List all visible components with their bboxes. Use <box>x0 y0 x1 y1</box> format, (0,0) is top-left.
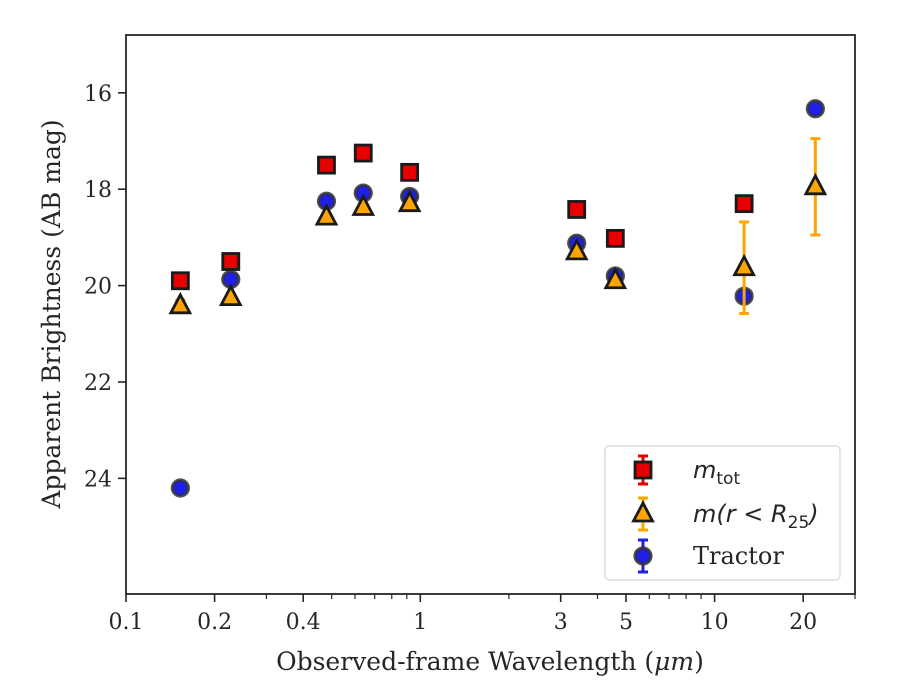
y-tick-label: 22 <box>84 371 112 396</box>
data-point-square <box>317 155 336 175</box>
y-tick-label: 16 <box>84 82 112 107</box>
x-tick-label: 3 <box>554 610 568 635</box>
x-tick-label: 20 <box>789 610 817 635</box>
data-point-square <box>400 162 420 182</box>
legend-marker-circle <box>633 546 653 566</box>
x-tick-label: 10 <box>701 610 729 635</box>
legend-label: m(r < R25) <box>693 500 819 533</box>
x-tick-label: 5 <box>619 610 633 635</box>
x-axis-label: Observed-frame Wavelength (μm) <box>276 647 704 676</box>
x-tick-label: 0.1 <box>109 610 144 635</box>
plot-marks <box>168 99 828 498</box>
legend-frame <box>604 445 841 581</box>
data-point-triangle <box>603 266 628 290</box>
y-tick-label: 20 <box>84 275 112 300</box>
data-point-triangle <box>168 291 193 315</box>
data-point-triangle <box>564 237 589 261</box>
series-triangle <box>168 137 828 316</box>
y-axis-label: Apparent Brightness (AB mag) <box>37 119 66 509</box>
data-point-square <box>170 271 190 291</box>
data-point-circle <box>805 99 825 119</box>
data-point-square <box>605 228 625 248</box>
data-point-triangle <box>314 203 339 226</box>
axis-ticks: 0.1 0.2 0.4 1 3 5 10 20 16 18 20 22 24 <box>84 82 856 635</box>
legend-marker-square <box>633 460 653 480</box>
plot-frame <box>125 34 856 595</box>
data-point-triangle <box>397 189 422 213</box>
data-point-circle <box>170 478 190 498</box>
x-tick-label: 0.4 <box>286 610 321 635</box>
legend-label: mtot <box>693 456 740 489</box>
data-point-square <box>567 200 587 219</box>
legend-marker-triangle <box>631 500 655 523</box>
x-tick-label: 1 <box>413 610 427 635</box>
y-tick-label: 24 <box>84 467 112 492</box>
legend-label: Tractor <box>693 542 784 570</box>
data-point-triangle <box>351 193 376 216</box>
data-point-triangle <box>803 172 828 196</box>
data-point-triangle <box>732 253 756 277</box>
legend: mtot m(r < R25) Tractor <box>604 445 841 581</box>
y-tick-label: 18 <box>84 178 112 203</box>
data-point-square <box>734 194 754 214</box>
series-square <box>170 143 754 291</box>
data-point-square <box>221 252 241 271</box>
data-point-square <box>353 143 373 163</box>
data-point-triangle <box>218 283 243 307</box>
series-circle <box>170 99 825 498</box>
x-tick-label: 0.2 <box>197 610 232 635</box>
